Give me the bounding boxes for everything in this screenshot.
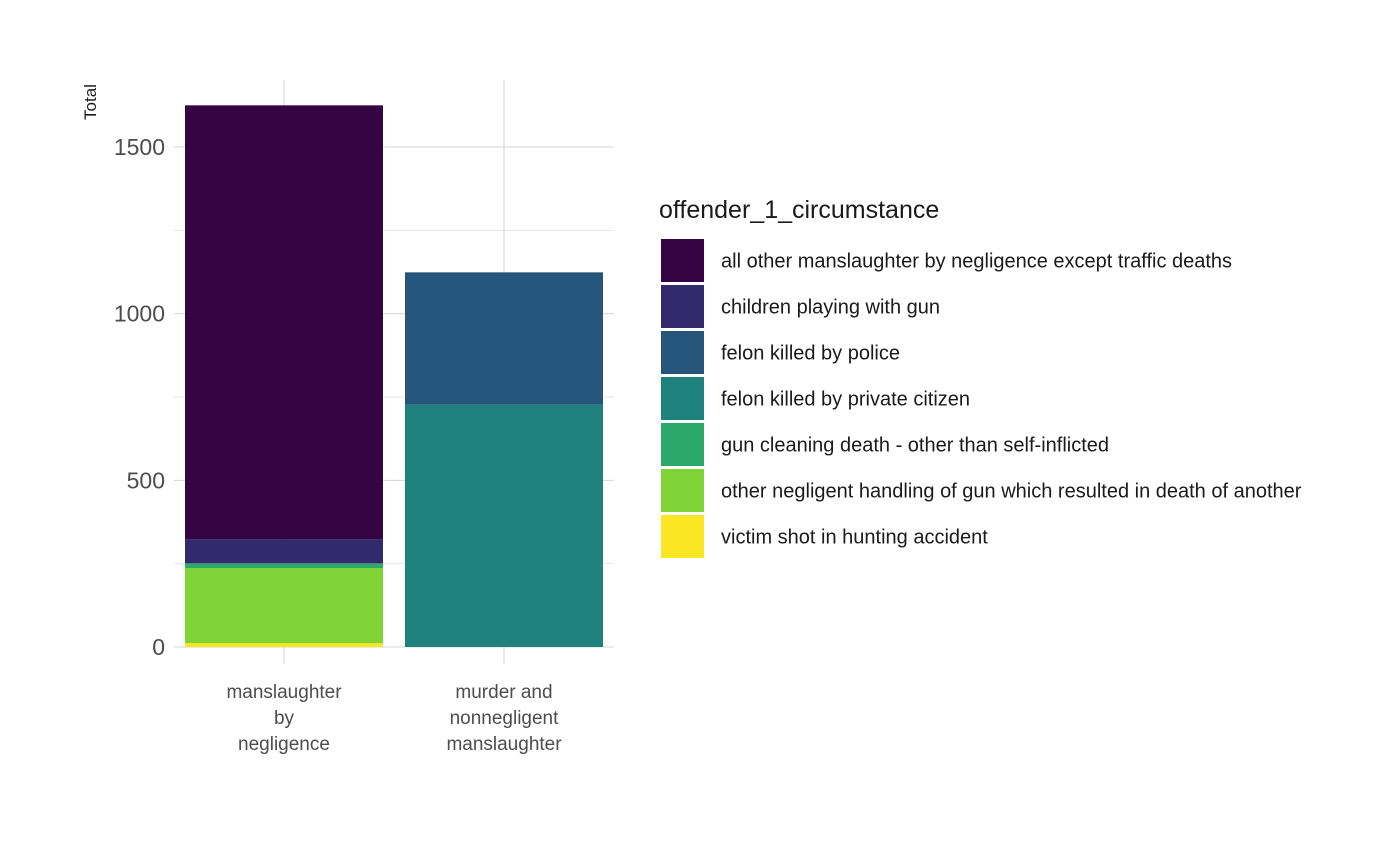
y-axis-label: Total: [81, 84, 100, 120]
legend-item: all other manslaughter by negligence exc…: [661, 239, 1232, 282]
legend-item: other negligent handling of gun which re…: [661, 469, 1302, 512]
y-tick-label: 0: [152, 634, 165, 660]
legend-label: victim shot in hunting accident: [721, 527, 988, 549]
y-axis-ticks: 0 500 1000 1500: [114, 134, 165, 660]
x-tick-label: manslaughter by negligence: [226, 682, 342, 755]
bar-segment: [405, 404, 603, 647]
legend-item: children playing with gun: [661, 285, 940, 328]
legend-label: felon killed by private citizen: [721, 389, 970, 411]
legend-key: [661, 423, 704, 466]
legend-key: [661, 515, 704, 558]
bar-segment: [185, 105, 383, 540]
legend-key: [661, 285, 704, 328]
bars: [185, 105, 603, 647]
bar-segment: [405, 272, 603, 405]
bar-segment: [185, 539, 383, 564]
legend-item: felon killed by private citizen: [661, 377, 970, 420]
legend-key: [661, 377, 704, 420]
legend-label: other negligent handling of gun which re…: [721, 481, 1302, 503]
legend-label: all other manslaughter by negligence exc…: [721, 251, 1232, 273]
y-tick-label: 1000: [114, 301, 165, 327]
legend-item: victim shot in hunting accident: [661, 515, 988, 558]
legend-item: felon killed by police: [661, 331, 900, 374]
legend-label: felon killed by police: [721, 343, 900, 365]
legend-label: children playing with gun: [721, 297, 940, 319]
legend-item: gun cleaning death - other than self-inf…: [661, 423, 1109, 466]
legend-label: gun cleaning death - other than self-inf…: [721, 435, 1109, 457]
legend-key: [661, 239, 704, 282]
legend-key: [661, 469, 704, 512]
legend-title: offender_1_circumstance: [659, 196, 939, 224]
bar-segment: [185, 568, 383, 643]
y-tick-label: 500: [127, 467, 165, 493]
x-axis-ticks: manslaughter by negligence murder and nonneg…: [226, 682, 562, 755]
legend: offender_1_circumstance all other mansla…: [659, 196, 1302, 558]
bar-segment: [185, 563, 383, 568]
legend-key: [661, 331, 704, 374]
x-tick-label: murder and nonnegligent manslaughter: [446, 682, 562, 755]
y-tick-label: 1500: [114, 134, 165, 160]
bar-segment: [185, 643, 383, 647]
